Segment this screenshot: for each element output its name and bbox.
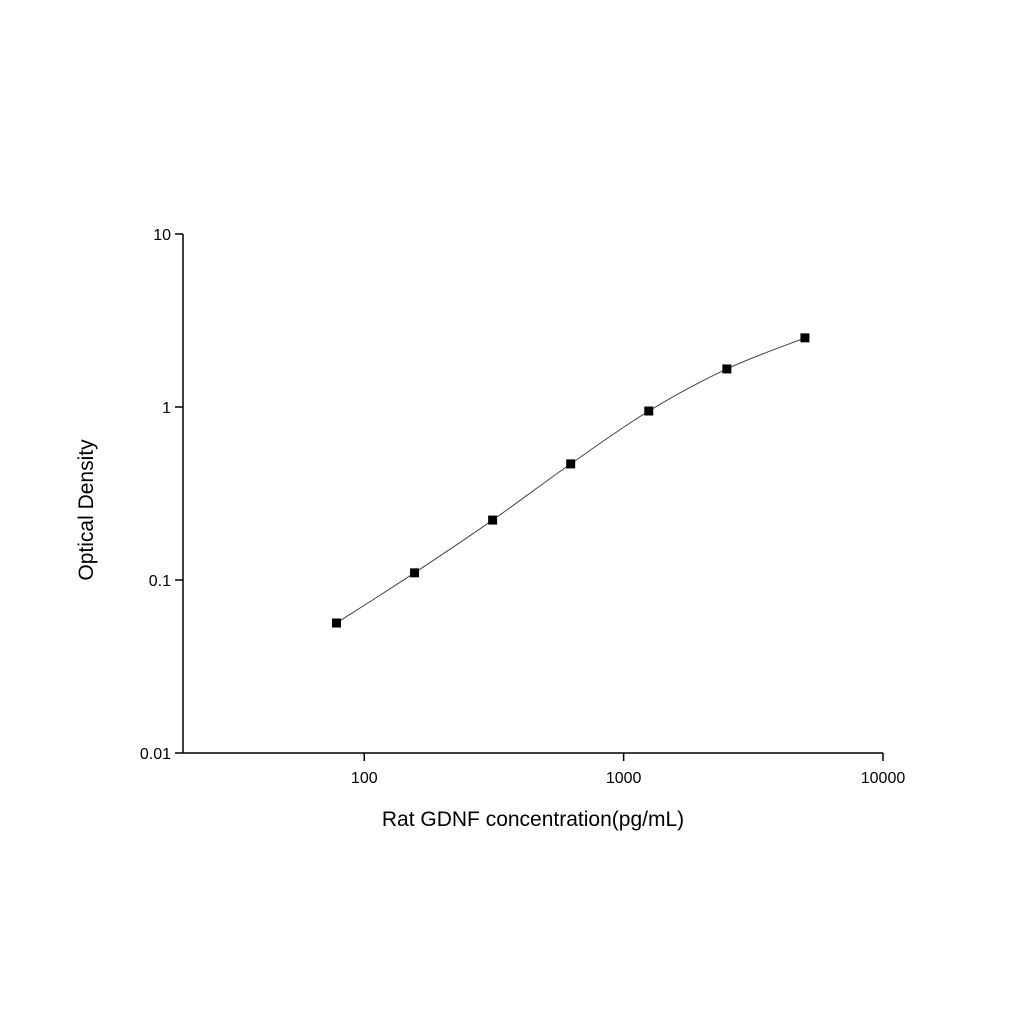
y-tick-label: 1 <box>162 400 171 417</box>
data-point <box>566 459 576 469</box>
y-tick-label: 10 <box>153 227 171 244</box>
x-axis-label: Rat GDNF concentration(pg/mL) <box>382 808 684 831</box>
data-point <box>410 568 420 578</box>
data-point <box>722 364 732 374</box>
y-axis-label: Optical Density <box>75 439 98 581</box>
x-tick-label: 10000 <box>861 770 906 787</box>
fit-curve <box>336 337 806 624</box>
x-tick-label: 100 <box>351 770 378 787</box>
data-point <box>331 618 341 628</box>
x-tick-label: 1000 <box>606 770 642 787</box>
y-tick-label: 0.1 <box>149 573 171 590</box>
data-point <box>800 333 810 343</box>
y-tick-label: 0.01 <box>140 746 171 763</box>
data-point <box>488 515 498 525</box>
data-point <box>644 406 654 416</box>
